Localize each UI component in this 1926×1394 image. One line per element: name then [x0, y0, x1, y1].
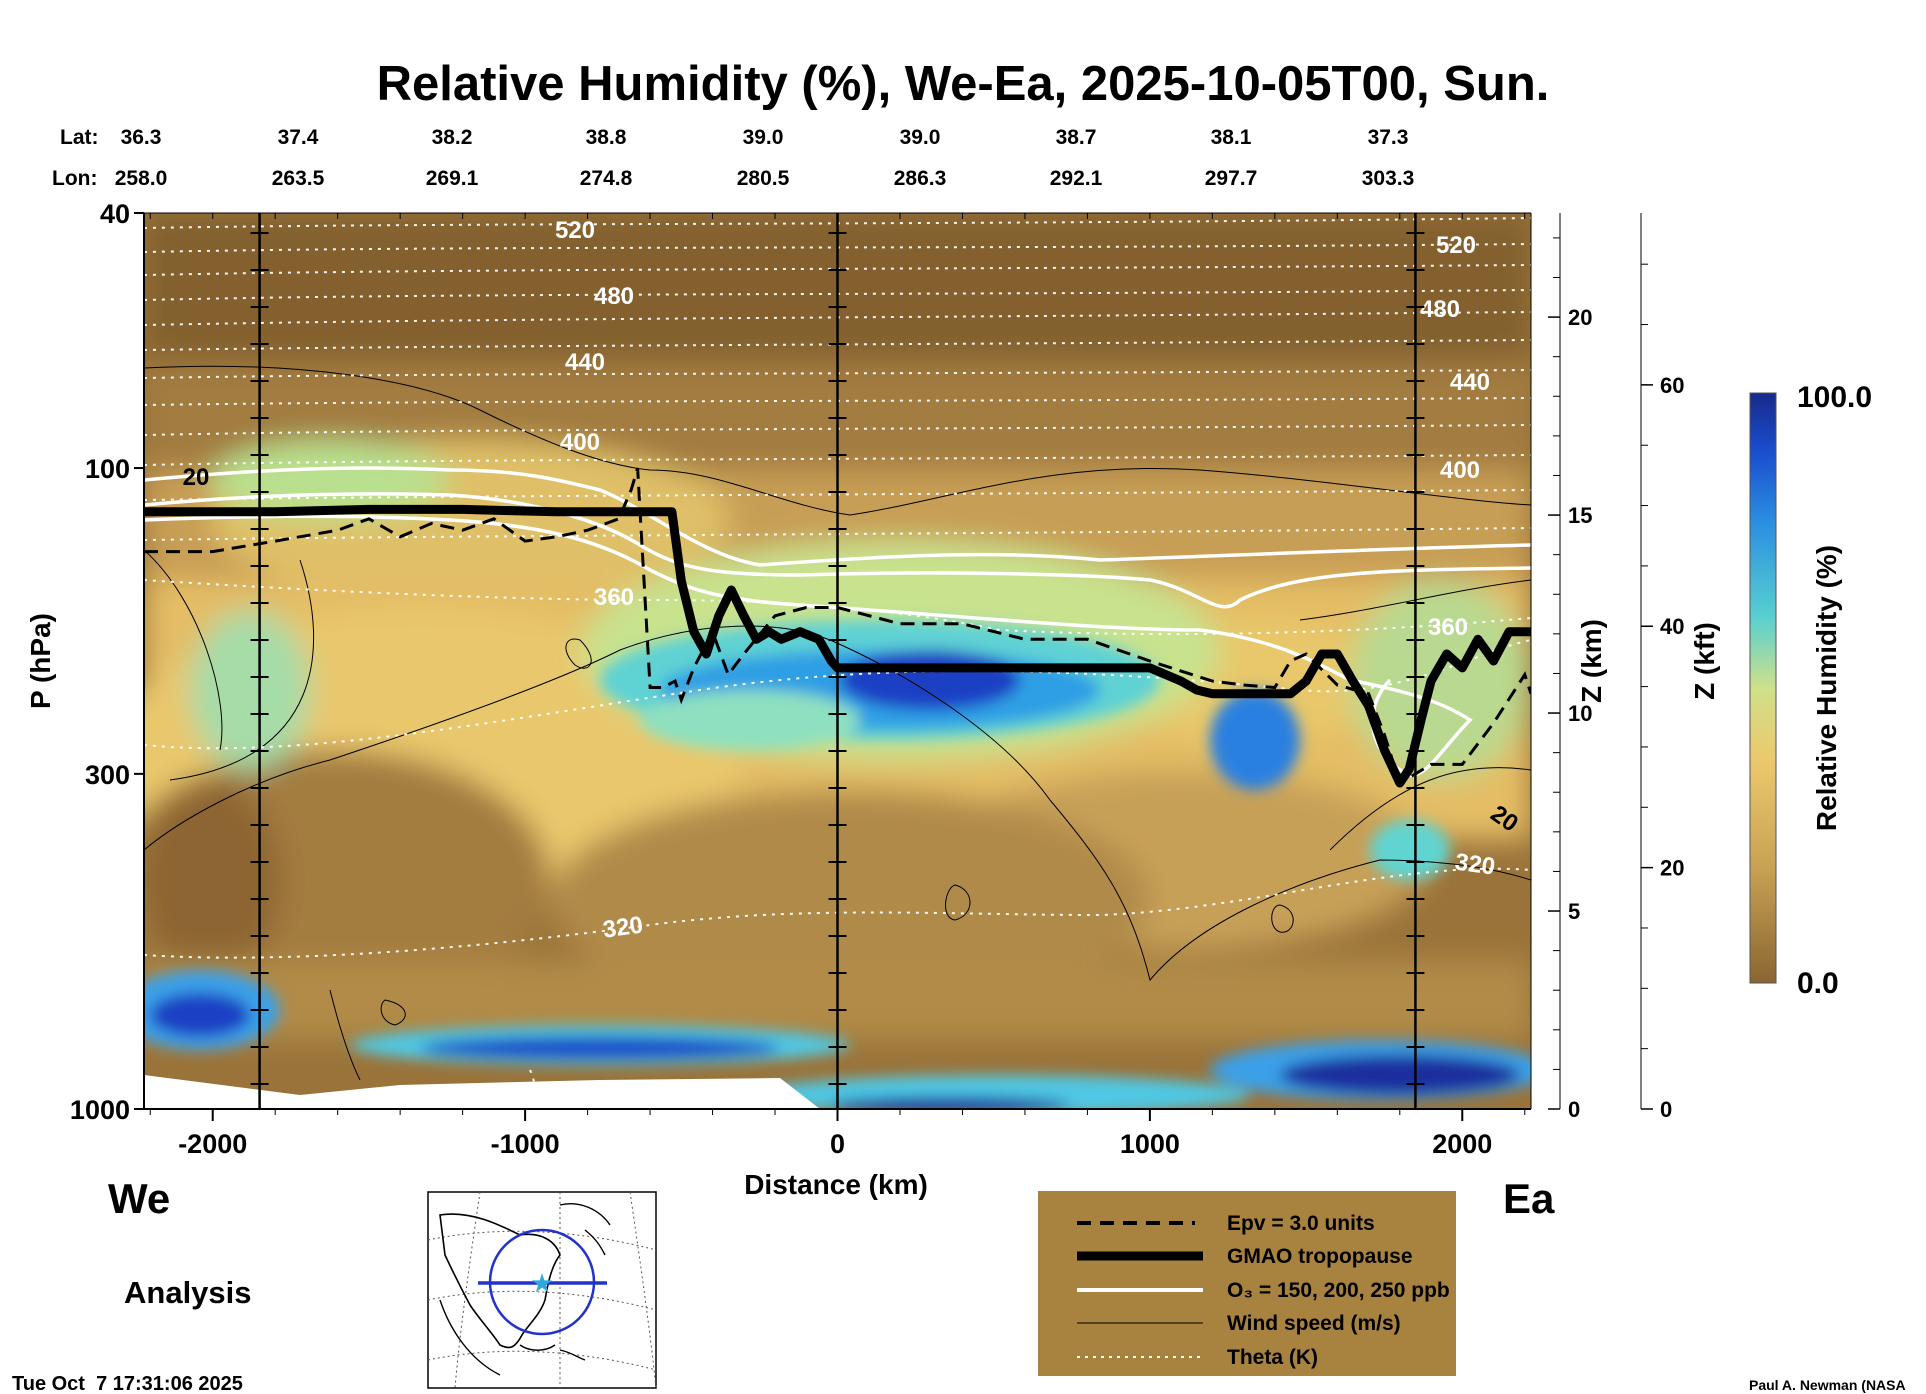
colorbar-max-label: 100.0: [1797, 381, 1872, 414]
lat-value: 36.3: [121, 126, 162, 149]
map-center-star-icon: ★: [530, 1268, 553, 1298]
legend-tropopause-label: GMAO tropopause: [1227, 1245, 1413, 1268]
theta-label-400a: 400: [560, 429, 600, 456]
colorbar: 100.0 0.0 Relative Humidity (%): [1749, 381, 1872, 1000]
humidity-field: [144, 213, 1531, 1109]
locator-map: ★: [427, 1191, 657, 1389]
wind-label-20a: 20: [183, 464, 210, 491]
legend-ozone-label: O₃ = 150, 200, 250 ppb: [1227, 1279, 1450, 1302]
theta-label-400b: 400: [1440, 457, 1480, 484]
x-tick-label: -1000: [491, 1129, 560, 1159]
z-km-tick-label: 5: [1568, 899, 1580, 924]
x-tick-label: 0: [830, 1129, 845, 1159]
x-axis-label: Distance (km): [744, 1169, 928, 1200]
z-km-tick-label: 20: [1568, 305, 1592, 330]
theta-label-480a: 480: [594, 283, 634, 310]
z-kft-tick-label: 40: [1660, 614, 1684, 639]
map-frame: [427, 1191, 657, 1389]
lat-value: 38.8: [586, 126, 627, 149]
y-axis-label: P (hPa): [25, 613, 56, 709]
lon-value: 286.3: [894, 167, 947, 190]
y-axis: 40 100 300 1000: [70, 199, 144, 1125]
x-tick-label: -2000: [178, 1129, 247, 1159]
credit: Paul A. Newman (NASA: [1749, 1377, 1906, 1393]
z-km-tick-label: 0: [1568, 1097, 1580, 1122]
theta-label-320b: 320: [1453, 848, 1496, 880]
theta-label-320a: 320: [601, 911, 644, 943]
lat-label: Lat:: [60, 126, 99, 149]
legend: Epv = 3.0 units GMAO tropopause O₃ = 150…: [1038, 1191, 1456, 1376]
timestamp: Tue Oct 7 17:31:06 2025: [12, 1373, 243, 1394]
legend-epv-label: Epv = 3.0 units: [1227, 1212, 1375, 1235]
y-tick-label: 300: [85, 760, 130, 790]
theta-label-520a: 520: [555, 217, 595, 244]
legend-theta-label: Theta (K): [1227, 1346, 1318, 1369]
lat-value: 37.4: [278, 126, 319, 149]
colorbar-gradient: [1749, 392, 1777, 984]
y-tick-label: 1000: [70, 1095, 130, 1125]
legend-wind-label: Wind speed (m/s): [1227, 1312, 1401, 1335]
theta-label-520b: 520: [1436, 232, 1476, 259]
section-markers: [250, 213, 1425, 1109]
ozone-contours: [144, 466, 1531, 778]
lat-value: 37.3: [1368, 126, 1409, 149]
lon-value: 297.7: [1205, 167, 1258, 190]
map-coastline-south: [439, 1299, 586, 1376]
lon-value: 269.1: [426, 167, 479, 190]
chart-title: Relative Humidity (%), We-Ea, 2025-10-05…: [377, 57, 1550, 111]
theta-lines: [144, 217, 1531, 1109]
analysis-label: Analysis: [124, 1275, 252, 1310]
z-km-axis-label: Z (km): [1576, 619, 1607, 703]
z-kft-axis: 0 20 40 60: [1640, 213, 1684, 1122]
lon-label: Lon:: [52, 167, 97, 190]
tropopause-line: [144, 504, 1531, 788]
z-km-axis: 0 5 10 15 20: [1548, 213, 1592, 1122]
lon-value: 303.3: [1362, 167, 1415, 190]
lon-value: 258.0: [115, 167, 168, 190]
lon-value: 280.5: [737, 167, 790, 190]
lat-value: 38.7: [1056, 126, 1097, 149]
x-tick-label: 2000: [1432, 1129, 1492, 1159]
z-km-tick-label: 15: [1568, 503, 1592, 528]
z-km-tick-label: 10: [1568, 701, 1592, 726]
z-kft-axis-label: Z (kft): [1689, 622, 1720, 700]
theta-label-360a: 360: [594, 584, 634, 611]
lat-value: 39.0: [743, 126, 784, 149]
z-kft-tick-label: 60: [1660, 373, 1684, 398]
lat-value: 39.0: [900, 126, 941, 149]
wind-speed-contours: [144, 365, 1531, 1081]
theta-label-360b: 360: [1428, 614, 1468, 641]
theta-label-440a: 440: [565, 349, 605, 376]
map-coastline-north: [559, 1203, 611, 1256]
colorbar-min-label: 0.0: [1797, 967, 1839, 1000]
lat-lon-values: 36.3 37.4 38.2 38.8 39.0 39.0 38.7 38.1 37.3 258.…: [115, 126, 1415, 190]
lat-value: 38.1: [1211, 126, 1252, 149]
x-axis: -2000 -1000 0 1000 2000: [149, 213, 1526, 1159]
x-tick-label: 1000: [1120, 1129, 1180, 1159]
z-kft-tick-label: 0: [1660, 1097, 1672, 1122]
east-label: Ea: [1503, 1175, 1555, 1222]
lon-value: 292.1: [1050, 167, 1103, 190]
west-label: We: [108, 1175, 170, 1222]
lat-value: 38.2: [432, 126, 473, 149]
lon-value: 263.5: [272, 167, 325, 190]
y-tick-label: 100: [85, 454, 130, 484]
lon-value: 274.8: [580, 167, 633, 190]
y-tick-label: 40: [100, 199, 130, 229]
theta-label-440b: 440: [1450, 369, 1490, 396]
colorbar-title: Relative Humidity (%): [1811, 545, 1842, 831]
z-kft-tick-label: 20: [1660, 856, 1684, 881]
theta-label-480b: 480: [1420, 296, 1460, 323]
